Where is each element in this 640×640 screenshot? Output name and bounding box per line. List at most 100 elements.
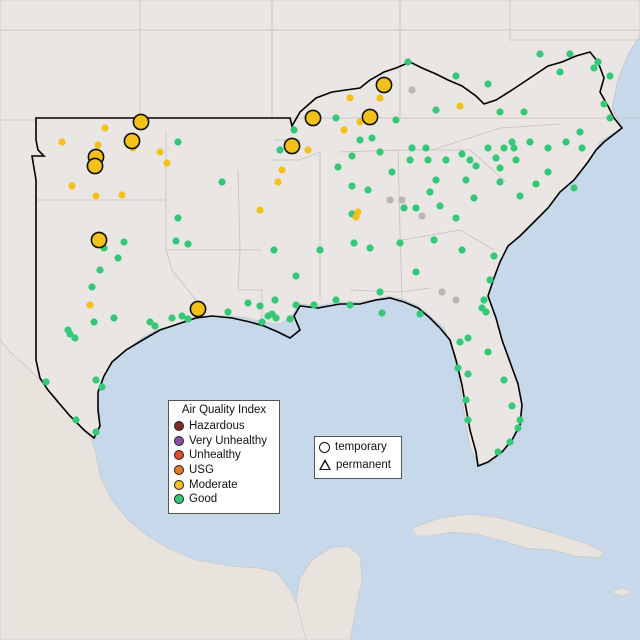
good-station-marker[interactable]: [408, 144, 416, 152]
good-station-marker[interactable]: [412, 268, 420, 276]
good-station-marker[interactable]: [348, 152, 356, 160]
good-station-marker[interactable]: [396, 239, 404, 247]
good-station-marker[interactable]: [562, 138, 570, 146]
moderate-station-marker[interactable]: [346, 94, 354, 102]
good-station-marker[interactable]: [458, 246, 466, 254]
good-station-marker[interactable]: [92, 428, 100, 436]
good-station-marker[interactable]: [432, 176, 440, 184]
good-station-marker[interactable]: [470, 194, 478, 202]
temporary-moderate-monitor-marker[interactable]: [375, 76, 393, 94]
good-station-marker[interactable]: [71, 334, 79, 342]
good-station-marker[interactable]: [452, 72, 460, 80]
good-station-marker[interactable]: [290, 126, 298, 134]
good-station-marker[interactable]: [520, 108, 528, 116]
good-station-marker[interactable]: [508, 402, 516, 410]
good-station-marker[interactable]: [490, 252, 498, 260]
good-station-marker[interactable]: [510, 144, 518, 152]
good-station-marker[interactable]: [378, 309, 386, 317]
good-station-marker[interactable]: [356, 136, 364, 144]
good-station-marker[interactable]: [486, 276, 494, 284]
good-station-marker[interactable]: [90, 318, 98, 326]
good-station-marker[interactable]: [484, 144, 492, 152]
good-station-marker[interactable]: [276, 146, 284, 154]
good-station-marker[interactable]: [514, 424, 522, 432]
good-station-marker[interactable]: [256, 302, 264, 310]
moderate-station-marker[interactable]: [256, 206, 264, 214]
good-station-marker[interactable]: [120, 238, 128, 246]
good-station-marker[interactable]: [174, 138, 182, 146]
good-station-marker[interactable]: [464, 370, 472, 378]
good-station-marker[interactable]: [512, 156, 520, 164]
good-station-marker[interactable]: [376, 288, 384, 296]
good-station-marker[interactable]: [350, 239, 358, 247]
good-station-marker[interactable]: [480, 296, 488, 304]
good-station-marker[interactable]: [110, 314, 118, 322]
good-station-marker[interactable]: [452, 214, 460, 222]
good-station-marker[interactable]: [578, 144, 586, 152]
good-station-marker[interactable]: [348, 182, 356, 190]
temporary-moderate-monitor-marker[interactable]: [123, 132, 141, 150]
good-station-marker[interactable]: [516, 416, 524, 424]
good-station-marker[interactable]: [466, 156, 474, 164]
good-station-marker[interactable]: [566, 50, 574, 58]
temporary-moderate-monitor-marker[interactable]: [361, 108, 379, 126]
good-station-marker[interactable]: [462, 396, 470, 404]
moderate-station-marker[interactable]: [163, 159, 171, 167]
no-data-station-marker[interactable]: [438, 288, 446, 296]
good-station-marker[interactable]: [532, 180, 540, 188]
temporary-moderate-monitor-marker[interactable]: [189, 300, 207, 318]
good-station-marker[interactable]: [442, 156, 450, 164]
good-station-marker[interactable]: [496, 164, 504, 172]
good-station-marker[interactable]: [458, 150, 466, 158]
good-station-marker[interactable]: [98, 383, 106, 391]
good-station-marker[interactable]: [508, 138, 516, 146]
moderate-station-marker[interactable]: [68, 182, 76, 190]
good-station-marker[interactable]: [590, 64, 598, 72]
temporary-moderate-monitor-marker[interactable]: [304, 109, 322, 127]
good-station-marker[interactable]: [272, 314, 280, 322]
good-station-marker[interactable]: [392, 116, 400, 124]
good-station-marker[interactable]: [484, 348, 492, 356]
good-station-marker[interactable]: [500, 144, 508, 152]
moderate-station-marker[interactable]: [156, 148, 164, 156]
no-data-station-marker[interactable]: [408, 86, 416, 94]
moderate-station-marker[interactable]: [376, 94, 384, 102]
good-station-marker[interactable]: [88, 283, 96, 291]
good-station-marker[interactable]: [332, 114, 340, 122]
good-station-marker[interactable]: [426, 188, 434, 196]
good-station-marker[interactable]: [310, 301, 318, 309]
moderate-station-marker[interactable]: [304, 146, 312, 154]
good-station-marker[interactable]: [436, 202, 444, 210]
good-station-marker[interactable]: [496, 178, 504, 186]
good-station-marker[interactable]: [484, 80, 492, 88]
temporary-moderate-monitor-marker[interactable]: [86, 157, 104, 175]
no-data-station-marker[interactable]: [386, 196, 394, 204]
good-station-marker[interactable]: [432, 106, 440, 114]
good-station-marker[interactable]: [168, 314, 176, 322]
good-station-marker[interactable]: [416, 310, 424, 318]
good-station-marker[interactable]: [600, 100, 608, 108]
good-station-marker[interactable]: [404, 58, 412, 66]
moderate-station-marker[interactable]: [274, 178, 282, 186]
moderate-station-marker[interactable]: [340, 126, 348, 134]
good-station-marker[interactable]: [472, 162, 480, 170]
good-station-marker[interactable]: [462, 176, 470, 184]
good-station-marker[interactable]: [346, 301, 354, 309]
moderate-station-marker[interactable]: [94, 141, 102, 149]
good-station-marker[interactable]: [536, 50, 544, 58]
good-station-marker[interactable]: [42, 378, 50, 386]
good-station-marker[interactable]: [406, 156, 414, 164]
good-station-marker[interactable]: [388, 168, 396, 176]
good-station-marker[interactable]: [270, 246, 278, 254]
good-station-marker[interactable]: [258, 318, 266, 326]
good-station-marker[interactable]: [286, 315, 294, 323]
good-station-marker[interactable]: [570, 184, 578, 192]
good-station-marker[interactable]: [292, 272, 300, 280]
good-station-marker[interactable]: [422, 144, 430, 152]
good-station-marker[interactable]: [464, 334, 472, 342]
good-station-marker[interactable]: [606, 72, 614, 80]
good-station-marker[interactable]: [114, 254, 122, 262]
temporary-moderate-monitor-marker[interactable]: [132, 113, 150, 131]
good-station-marker[interactable]: [506, 438, 514, 446]
no-data-station-marker[interactable]: [452, 296, 460, 304]
